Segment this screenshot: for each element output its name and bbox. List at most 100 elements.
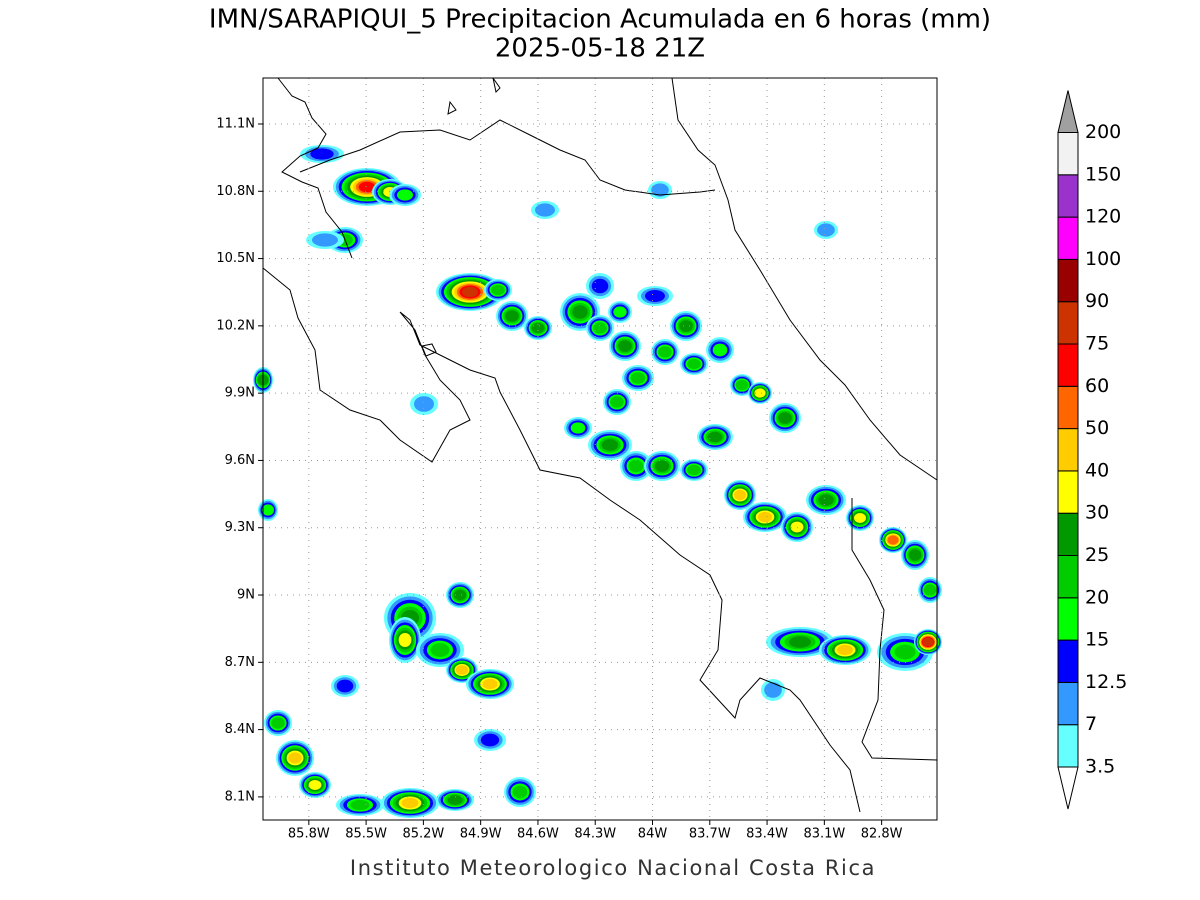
precip-contour <box>628 459 644 473</box>
x-tick-label: 85.8W <box>288 827 330 842</box>
precip-contour <box>922 637 934 647</box>
colorbar-label: 50 <box>1085 417 1109 439</box>
precip-contour <box>687 358 701 370</box>
precip-contour <box>733 489 747 501</box>
colorbar-box <box>1057 724 1079 768</box>
precip-contour <box>572 305 588 319</box>
precip-contour <box>288 752 302 764</box>
precip-contour <box>570 422 586 434</box>
precip-contour <box>817 223 835 237</box>
precip-contour <box>491 284 505 296</box>
x-tick-label: 83.7W <box>689 827 731 842</box>
colorbar-box <box>1057 216 1079 260</box>
precip-contour <box>593 322 607 334</box>
precip-contour <box>430 643 450 657</box>
colorbar-box <box>1057 174 1079 218</box>
colorbar-box <box>1057 681 1079 726</box>
border <box>851 498 938 761</box>
precip-contour <box>535 203 555 217</box>
colorbar-over <box>1057 90 1079 133</box>
precip-contour <box>818 494 834 506</box>
precip-contour <box>480 733 500 747</box>
x-tick-label: 84W <box>638 827 668 842</box>
precip-contour <box>398 633 412 647</box>
precip-contour <box>358 181 376 193</box>
precip-contour <box>310 148 334 160</box>
precip-contour <box>707 431 723 443</box>
y-tick-label: 8.7N <box>225 655 255 670</box>
coastline <box>421 77 501 357</box>
colorbar-label: 150 <box>1085 163 1121 185</box>
x-tick-label: 84.3W <box>574 827 616 842</box>
colorbar-label: 120 <box>1085 206 1121 228</box>
colorbar-under <box>1057 766 1079 810</box>
precip-contour <box>350 799 370 811</box>
y-tick-label: 11.1N <box>216 116 255 131</box>
colorbar-label: 3.5 <box>1085 756 1115 778</box>
precip-contour <box>414 396 434 412</box>
title: IMN/SARAPIQUI_5 Precipitacion Acumulada … <box>209 5 991 35</box>
precip-contour <box>447 795 463 805</box>
colorbar-label: 25 <box>1085 544 1109 566</box>
precip-contour <box>754 388 766 398</box>
colorbar-box <box>1057 343 1079 387</box>
precip-contour <box>505 310 519 322</box>
colorbar-label: 60 <box>1085 375 1109 397</box>
precip-contour <box>401 797 419 809</box>
colorbar-label: 30 <box>1085 502 1109 524</box>
precip-contour <box>531 322 545 334</box>
x-tick-label: 85.5W <box>345 827 387 842</box>
precip-contour <box>654 460 670 472</box>
precip-contour <box>894 644 916 660</box>
precip-contour <box>397 189 413 201</box>
x-tick-label: 83.1W <box>803 827 845 842</box>
coastline <box>262 267 861 813</box>
precip-contour <box>618 340 632 352</box>
border <box>299 119 716 196</box>
precip-contour <box>679 320 693 332</box>
colorbar-box <box>1057 639 1079 683</box>
precip-contour <box>262 504 274 516</box>
y-tick-label: 9N <box>237 588 255 603</box>
precip-contour <box>687 464 701 476</box>
colorbar-label: 40 <box>1085 459 1109 481</box>
precip-contour <box>455 665 469 675</box>
precip-contour <box>837 644 853 656</box>
precip-contour <box>336 679 354 693</box>
colorbar-label: 90 <box>1085 290 1109 312</box>
y-tick-label: 8.1N <box>225 789 255 804</box>
y-tick-label: 8.4N <box>225 722 255 737</box>
precip-contour <box>308 780 322 790</box>
precip-contour <box>757 511 773 523</box>
colorbar-label: 75 <box>1085 333 1109 355</box>
precip-contour <box>923 584 937 596</box>
precip-contour <box>453 589 467 601</box>
precip-contour <box>854 513 866 523</box>
colorbar-label: 12.5 <box>1085 671 1127 693</box>
precip-contour <box>462 286 478 298</box>
precip-contour <box>630 372 646 384</box>
precip-contour <box>482 678 498 690</box>
colorbar-label: 200 <box>1085 121 1121 143</box>
y-tick-label: 10.2N <box>216 318 255 333</box>
precipitation-field <box>253 145 942 818</box>
precip-contour <box>778 412 792 424</box>
precip-contour <box>645 290 665 302</box>
precip-contour <box>712 343 728 357</box>
coastline <box>277 77 353 259</box>
colorbar-box <box>1057 258 1079 303</box>
plot-frame <box>262 77 938 821</box>
colorbar-box <box>1057 132 1079 176</box>
footer: Instituto Meteorologico Nacional Costa R… <box>350 856 876 880</box>
precip-contour <box>658 346 672 358</box>
colorbar-box <box>1057 301 1079 345</box>
precip-contour <box>512 785 528 799</box>
colorbar-label: 100 <box>1085 248 1121 270</box>
precip-contour <box>601 439 619 451</box>
x-tick-label: 83.4W <box>746 827 788 842</box>
precip-contour <box>271 717 285 729</box>
x-tick-label: 84.6W <box>517 827 559 842</box>
precip-contour <box>651 183 669 197</box>
colorbar-label: 15 <box>1085 629 1109 651</box>
